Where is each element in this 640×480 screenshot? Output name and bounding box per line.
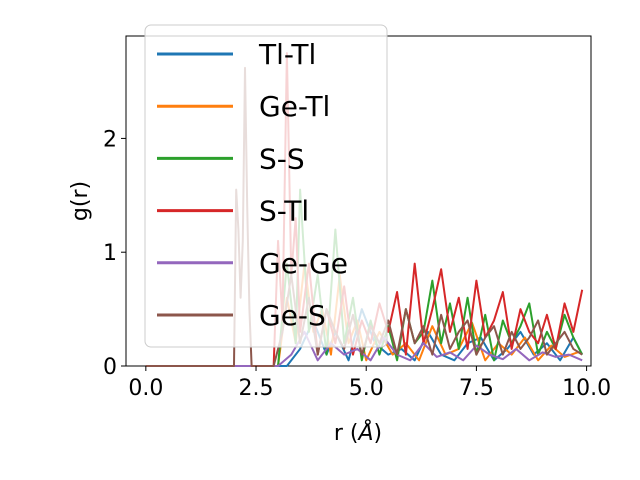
x-axis-ticks: 0.0 2.5 5.0 7.5 10.0: [128, 366, 611, 401]
x-tick-label: 5.0: [349, 376, 384, 401]
legend: Tl-Tl Ge-Tl S-S S-Tl Ge-Ge Ge-S: [144, 24, 388, 348]
legend-label-s-tl: S-Tl: [259, 195, 309, 228]
legend-label-tl-tl: Tl-Tl: [258, 38, 316, 71]
x-tick-label: 2.5: [239, 376, 274, 401]
y-axis-ticks: 0 1 2: [103, 127, 126, 380]
x-tick-label: 7.5: [459, 376, 494, 401]
y-tick-label: 1: [103, 241, 117, 266]
legend-label-ge-s: Ge-S: [259, 299, 326, 332]
x-tick-label: 10.0: [562, 376, 611, 401]
legend-label-ge-ge: Ge-Ge: [259, 247, 348, 280]
y-axis-label: g(r): [68, 181, 93, 221]
x-tick-label: 0.0: [128, 376, 163, 401]
y-tick-label: 2: [103, 127, 117, 152]
y-tick-label: 0: [103, 355, 117, 380]
legend-label-s-s: S-S: [259, 142, 305, 175]
legend-label-ge-tl: Ge-Tl: [259, 90, 330, 123]
x-axis-label: r (Å): [334, 419, 382, 446]
